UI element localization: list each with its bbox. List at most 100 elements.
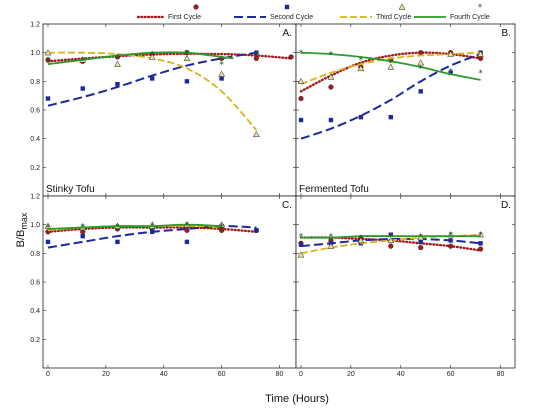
panel-label-D: D. bbox=[501, 200, 511, 211]
data-point-C-1-5 bbox=[184, 227, 190, 233]
legend-label-4: Fourth Cycle bbox=[450, 14, 490, 21]
y-tick-label: 1.2 bbox=[30, 22, 40, 29]
series-A-4: * * * * * * * bbox=[46, 49, 259, 70]
panel-frame-D bbox=[295, 195, 516, 369]
y-tick-label: 0.6 bbox=[30, 280, 40, 287]
panel-title-B: Fermented Tofu bbox=[299, 184, 369, 195]
x-tick-label: 40 bbox=[397, 371, 405, 378]
series-B-4: * * * * * * * bbox=[299, 49, 483, 81]
legend-marker-2 bbox=[284, 4, 290, 10]
x-tick-label: 20 bbox=[347, 371, 355, 378]
data-point-A-3-6 bbox=[218, 70, 226, 77]
data-point-A-4-1: * bbox=[46, 59, 51, 69]
legend-label-2: Second Cycle bbox=[270, 14, 313, 21]
data-point-A-4-5: * bbox=[185, 49, 190, 59]
y-tick-label: 0.2 bbox=[30, 337, 40, 344]
legend-label-1: First Cycle bbox=[168, 14, 201, 21]
data-point-A-2-5 bbox=[184, 79, 190, 84]
data-point-A-4-4: * bbox=[150, 50, 155, 60]
data-point-B-2-6 bbox=[448, 70, 453, 75]
y-tick-label: 1.0 bbox=[30, 50, 40, 57]
data-point-A-2-1 bbox=[45, 96, 51, 101]
data-point-B-1-5 bbox=[418, 50, 424, 56]
data-point-A-2-3 bbox=[115, 82, 120, 87]
legend-marker-4: * bbox=[478, 3, 483, 13]
series-line-B-4 bbox=[300, 51, 481, 81]
data-point-A-2-6 bbox=[219, 76, 224, 81]
data-point-B-2-4 bbox=[388, 114, 393, 120]
data-point-A-3-7 bbox=[252, 130, 260, 138]
series-line-C-4 bbox=[47, 223, 222, 230]
data-point-B-3-6 bbox=[447, 50, 455, 57]
data-point-B-2-1 bbox=[298, 117, 304, 123]
data-point-B-3-2 bbox=[327, 73, 335, 80]
data-point-D-4-5: * bbox=[418, 232, 423, 242]
data-point-B-4-7: * bbox=[478, 69, 483, 79]
x-tick-label: 60 bbox=[447, 371, 455, 378]
data-point-C-4-1: * bbox=[46, 224, 51, 234]
data-point-A-1-8 bbox=[288, 54, 294, 60]
legend-entry-2: Second Cycle bbox=[234, 4, 313, 21]
data-point-B-4-3: * bbox=[359, 56, 364, 66]
panel-A: 0.2 0.4 0.6 0.8 1.0 1.2 A. Stinky Tofu * * * * * * * bbox=[30, 22, 297, 197]
data-point-D-3-5 bbox=[417, 234, 425, 241]
y-tick-label: 0.4 bbox=[30, 136, 40, 143]
data-point-D-3-1 bbox=[297, 251, 305, 258]
data-point-C-2-1 bbox=[45, 239, 51, 245]
y-tick-label: 1.2 bbox=[30, 194, 40, 201]
x-tick-label: 0 bbox=[299, 371, 303, 378]
y-axis-label: B/Bmax bbox=[15, 212, 29, 247]
chart-panels: 0.20.40.60.81.01.2A.Stinky Tofu* * * * ***B.… bbox=[30, 22, 516, 378]
data-point-A-1-7 bbox=[253, 55, 259, 61]
y-axis-label-main: B/B bbox=[15, 230, 27, 248]
plot-area-C: * * * * * * bbox=[44, 221, 259, 249]
legend-marker-3 bbox=[398, 3, 406, 10]
x-tick-label: 80 bbox=[497, 371, 505, 378]
data-point-D-3-3 bbox=[357, 236, 365, 244]
legend-entry-4: *Fourth Cycle bbox=[414, 3, 490, 21]
data-point-D-4-1: * bbox=[299, 232, 304, 242]
data-point-C-2-3 bbox=[115, 239, 120, 245]
data-point-A-4-3: * bbox=[115, 53, 120, 63]
panel-title-A: Stinky Tofu bbox=[46, 184, 95, 195]
panel-label-B: B. bbox=[502, 28, 511, 39]
data-point-D-1-7 bbox=[478, 246, 484, 252]
data-point-A-1-1 bbox=[45, 57, 51, 63]
legend-entry-1: First Cycle bbox=[136, 4, 201, 21]
data-point-C-4-2: * bbox=[80, 222, 85, 232]
series-line-B-2 bbox=[300, 53, 481, 140]
data-point-C-4-6: * bbox=[219, 222, 224, 232]
data-point-D-4-3: * bbox=[359, 234, 364, 244]
data-point-C-2-5 bbox=[184, 239, 190, 245]
y-tick-label: 1.0 bbox=[30, 222, 40, 229]
data-point-C-2-7 bbox=[254, 228, 259, 233]
data-point-C-4-3: * bbox=[115, 222, 120, 232]
plot-area-A: * * * * * * * bbox=[44, 49, 294, 138]
panel-B: B. Fermented Tofu * * * * * * * bbox=[295, 23, 516, 197]
series-line-A-4 bbox=[47, 51, 234, 66]
data-point-D-4-4: * bbox=[389, 232, 394, 242]
data-point-A-4-2: * bbox=[80, 56, 85, 66]
data-point-D-2-7 bbox=[478, 241, 483, 246]
data-point-B-2-2 bbox=[328, 117, 334, 123]
data-point-B-3-1 bbox=[297, 77, 305, 84]
data-point-A-4-7: * bbox=[254, 50, 259, 60]
y-axis-label-sub: max bbox=[19, 212, 29, 230]
data-point-D-2-1 bbox=[298, 242, 304, 247]
data-point-A-3-1 bbox=[44, 49, 52, 56]
data-point-B-3-5 bbox=[417, 59, 425, 66]
data-point-B-4-4: * bbox=[389, 59, 394, 69]
legend-marker-1 bbox=[193, 4, 199, 10]
legend-label-3: Third Cycle bbox=[376, 14, 412, 21]
data-point-D-3-4 bbox=[387, 236, 395, 244]
x-tick-label: 60 bbox=[218, 371, 226, 378]
series-A-2 bbox=[45, 50, 259, 107]
data-point-A-2-2 bbox=[80, 86, 85, 91]
series-D-4: * * * * * * * bbox=[299, 231, 484, 244]
data-point-D-4-2: * bbox=[329, 232, 334, 242]
data-point-D-2-6 bbox=[448, 238, 453, 243]
data-point-B-3-3 bbox=[357, 64, 365, 72]
data-point-B-4-5: * bbox=[418, 65, 423, 75]
data-point-B-3-7 bbox=[477, 50, 485, 57]
data-point-B-4-2: * bbox=[329, 50, 334, 60]
